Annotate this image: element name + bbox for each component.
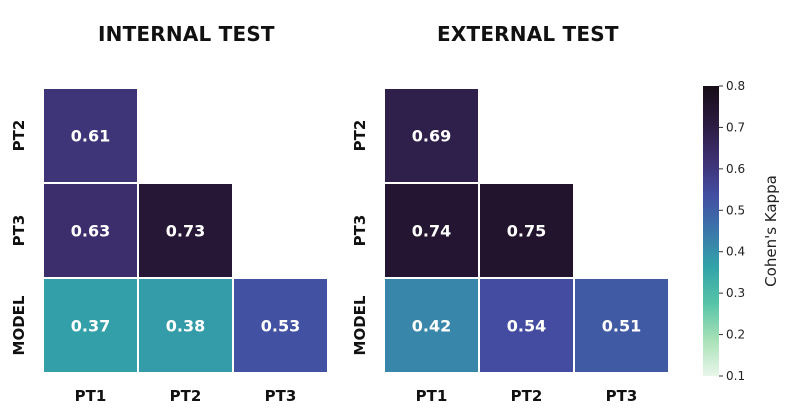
internal-cell-pt2-pt1 xyxy=(42,87,139,184)
external-row-label-model: MODEL xyxy=(351,295,369,355)
external-test-title: EXTERNAL TEST xyxy=(437,22,619,46)
colorbar-tick-label: 0.5 xyxy=(726,203,745,217)
external-heatmap: 0.69 0.74 0.75 0.42 0.54 0.51 PT2 PT3 MODEL PT1 PT… xyxy=(351,87,670,405)
external-cell-value-label: 0.51 xyxy=(602,317,641,336)
colorbar xyxy=(703,86,719,376)
internal-cell-value-label: 0.53 xyxy=(261,317,300,336)
internal-cell-pt3-pt1 xyxy=(42,182,139,279)
colorbar-tick-label: 0.2 xyxy=(726,328,745,342)
internal-cell-pt3-pt2 xyxy=(137,182,234,279)
external-cell-model-pt1 xyxy=(383,277,480,374)
external-cell-model-pt3 xyxy=(573,277,670,374)
internal-col-label-pt1: PT1 xyxy=(75,387,107,405)
colorbar-label: Cohen's Kappa xyxy=(762,175,780,287)
internal-cell-value-label: 0.37 xyxy=(71,317,110,336)
internal-cell-value-label: 0.61 xyxy=(71,127,110,146)
colorbar-tick-label: 0.3 xyxy=(726,286,745,300)
internal-col-label-pt2: PT2 xyxy=(170,387,202,405)
external-row-label-pt2: PT2 xyxy=(351,120,369,152)
external-cell-pt3-pt1 xyxy=(383,182,480,279)
internal-cell-value-label: 0.73 xyxy=(166,222,205,241)
internal-cell-value-label: 0.38 xyxy=(166,317,205,336)
internal-row-label-model: MODEL xyxy=(10,295,28,355)
colorbar-tick-label: 0.7 xyxy=(726,120,745,134)
colorbar-tick-label: 0.1 xyxy=(726,369,745,383)
external-col-label-pt2: PT2 xyxy=(511,387,543,405)
external-col-label-pt3: PT3 xyxy=(606,387,638,405)
internal-col-label-pt3: PT3 xyxy=(265,387,297,405)
external-cell-value-label: 0.75 xyxy=(507,222,546,241)
external-col-label-pt1: PT1 xyxy=(416,387,448,405)
internal-cell-value-label: 0.63 xyxy=(71,222,110,241)
external-cell-value-label: 0.42 xyxy=(412,317,451,336)
external-row-label-pt3: PT3 xyxy=(351,215,369,247)
colorbar-tick-label: 0.4 xyxy=(726,245,745,259)
internal-row-label-pt3: PT3 xyxy=(10,215,28,247)
external-cell-value-label: 0.74 xyxy=(412,222,451,241)
external-cell-value-label: 0.69 xyxy=(412,127,451,146)
colorbar-tick-label: 0.8 xyxy=(726,79,745,93)
internal-cell-model-pt2 xyxy=(137,277,234,374)
external-cell-value-label: 0.54 xyxy=(507,317,546,336)
internal-heatmap: 0.61 0.63 0.73 0.37 0.38 0.53 PT2 PT3 MODEL PT1 PT… xyxy=(10,87,329,405)
internal-row-label-pt2: PT2 xyxy=(10,120,28,152)
internal-test-title: INTERNAL TEST xyxy=(98,22,275,46)
internal-cell-model-pt3 xyxy=(232,277,329,374)
colorbar-tick-label: 0.6 xyxy=(726,162,745,176)
